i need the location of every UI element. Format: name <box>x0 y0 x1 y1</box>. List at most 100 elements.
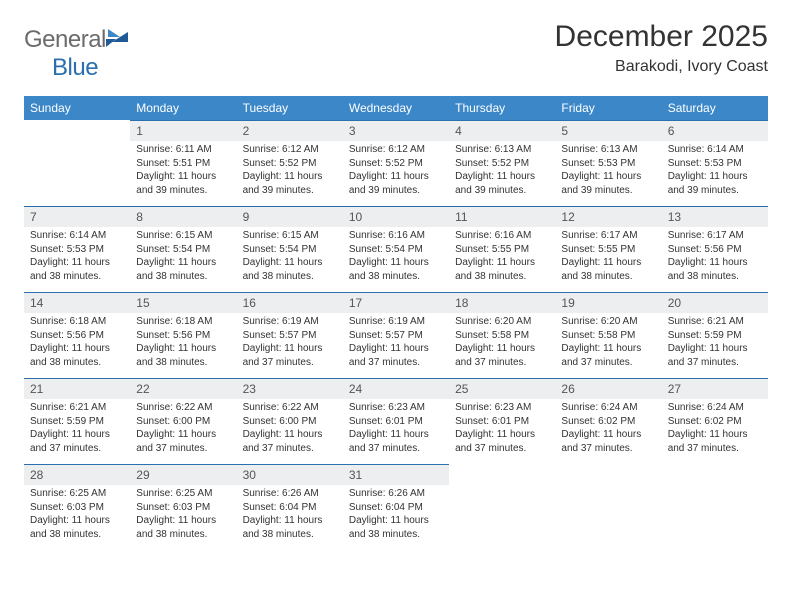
day-number: 6 <box>662 120 768 141</box>
sunrise-text: Sunrise: 6:16 AM <box>349 229 443 243</box>
sunset-text: Sunset: 5:54 PM <box>136 243 230 257</box>
day-content: Sunrise: 6:18 AMSunset: 5:56 PMDaylight:… <box>24 313 130 375</box>
day-content: Sunrise: 6:19 AMSunset: 5:57 PMDaylight:… <box>343 313 449 375</box>
daylight-text: Daylight: 11 hours and 38 minutes. <box>668 256 762 283</box>
day-number: 2 <box>237 120 343 141</box>
day-cell: 5Sunrise: 6:13 AMSunset: 5:53 PMDaylight… <box>555 120 661 206</box>
day-cell: 12Sunrise: 6:17 AMSunset: 5:55 PMDayligh… <box>555 206 661 292</box>
logo: General Blue <box>24 26 128 82</box>
day-number: 5 <box>555 120 661 141</box>
sunrise-text: Sunrise: 6:24 AM <box>668 401 762 415</box>
sunset-text: Sunset: 6:02 PM <box>668 415 762 429</box>
sunset-text: Sunset: 5:58 PM <box>455 329 549 343</box>
week-row: 28Sunrise: 6:25 AMSunset: 6:03 PMDayligh… <box>24 464 768 550</box>
day-content: Sunrise: 6:14 AMSunset: 5:53 PMDaylight:… <box>24 227 130 289</box>
daylight-text: Daylight: 11 hours and 37 minutes. <box>349 342 443 369</box>
day-number: 26 <box>555 378 661 399</box>
sunrise-text: Sunrise: 6:13 AM <box>455 143 549 157</box>
day-number: 18 <box>449 292 555 313</box>
day-content: Sunrise: 6:17 AMSunset: 5:55 PMDaylight:… <box>555 227 661 289</box>
day-number: 21 <box>24 378 130 399</box>
sunrise-text: Sunrise: 6:12 AM <box>349 143 443 157</box>
day-number: 4 <box>449 120 555 141</box>
daylight-text: Daylight: 11 hours and 37 minutes. <box>136 428 230 455</box>
daylight-text: Daylight: 11 hours and 39 minutes. <box>136 170 230 197</box>
day-content: Sunrise: 6:11 AMSunset: 5:51 PMDaylight:… <box>130 141 236 203</box>
sunrise-text: Sunrise: 6:19 AM <box>349 315 443 329</box>
day-cell: 3Sunrise: 6:12 AMSunset: 5:52 PMDaylight… <box>343 120 449 206</box>
day-content: Sunrise: 6:23 AMSunset: 6:01 PMDaylight:… <box>449 399 555 461</box>
day-cell: 25Sunrise: 6:23 AMSunset: 6:01 PMDayligh… <box>449 378 555 464</box>
day-number: 22 <box>130 378 236 399</box>
daylight-text: Daylight: 11 hours and 38 minutes. <box>243 256 337 283</box>
sunset-text: Sunset: 6:04 PM <box>349 501 443 515</box>
sunrise-text: Sunrise: 6:11 AM <box>136 143 230 157</box>
day-content: Sunrise: 6:24 AMSunset: 6:02 PMDaylight:… <box>555 399 661 461</box>
weekday-row: SundayMondayTuesdayWednesdayThursdayFrid… <box>24 96 768 120</box>
day-cell: 9Sunrise: 6:15 AMSunset: 5:54 PMDaylight… <box>237 206 343 292</box>
sunrise-text: Sunrise: 6:16 AM <box>455 229 549 243</box>
sunrise-text: Sunrise: 6:21 AM <box>30 401 124 415</box>
day-number: 10 <box>343 206 449 227</box>
day-cell: 15Sunrise: 6:18 AMSunset: 5:56 PMDayligh… <box>130 292 236 378</box>
sunset-text: Sunset: 5:57 PM <box>349 329 443 343</box>
day-cell <box>662 464 768 550</box>
day-cell: 16Sunrise: 6:19 AMSunset: 5:57 PMDayligh… <box>237 292 343 378</box>
daylight-text: Daylight: 11 hours and 37 minutes. <box>561 428 655 455</box>
sunrise-text: Sunrise: 6:20 AM <box>561 315 655 329</box>
weekday-header: Tuesday <box>237 96 343 120</box>
daylight-text: Daylight: 11 hours and 39 minutes. <box>243 170 337 197</box>
day-content: Sunrise: 6:22 AMSunset: 6:00 PMDaylight:… <box>130 399 236 461</box>
daylight-text: Daylight: 11 hours and 38 minutes. <box>455 256 549 283</box>
day-cell: 30Sunrise: 6:26 AMSunset: 6:04 PMDayligh… <box>237 464 343 550</box>
day-cell: 11Sunrise: 6:16 AMSunset: 5:55 PMDayligh… <box>449 206 555 292</box>
sunset-text: Sunset: 5:55 PM <box>561 243 655 257</box>
sunrise-text: Sunrise: 6:20 AM <box>455 315 549 329</box>
sunrise-text: Sunrise: 6:13 AM <box>561 143 655 157</box>
logo-text-a: General <box>24 26 106 53</box>
title-block: December 2025 Barakodi, Ivory Coast <box>555 20 768 76</box>
day-number: 23 <box>237 378 343 399</box>
sunset-text: Sunset: 5:52 PM <box>349 157 443 171</box>
day-content: Sunrise: 6:15 AMSunset: 5:54 PMDaylight:… <box>237 227 343 289</box>
sunset-text: Sunset: 5:54 PM <box>243 243 337 257</box>
day-content: Sunrise: 6:21 AMSunset: 5:59 PMDaylight:… <box>662 313 768 375</box>
day-number: 19 <box>555 292 661 313</box>
sunrise-text: Sunrise: 6:14 AM <box>30 229 124 243</box>
daylight-text: Daylight: 11 hours and 37 minutes. <box>30 428 124 455</box>
day-number: 27 <box>662 378 768 399</box>
daylight-text: Daylight: 11 hours and 37 minutes. <box>668 428 762 455</box>
weekday-header: Wednesday <box>343 96 449 120</box>
day-cell: 18Sunrise: 6:20 AMSunset: 5:58 PMDayligh… <box>449 292 555 378</box>
sunrise-text: Sunrise: 6:25 AM <box>30 487 124 501</box>
day-cell: 19Sunrise: 6:20 AMSunset: 5:58 PMDayligh… <box>555 292 661 378</box>
day-number: 16 <box>237 292 343 313</box>
day-cell: 20Sunrise: 6:21 AMSunset: 5:59 PMDayligh… <box>662 292 768 378</box>
day-cell: 17Sunrise: 6:19 AMSunset: 5:57 PMDayligh… <box>343 292 449 378</box>
day-cell: 29Sunrise: 6:25 AMSunset: 6:03 PMDayligh… <box>130 464 236 550</box>
day-cell: 13Sunrise: 6:17 AMSunset: 5:56 PMDayligh… <box>662 206 768 292</box>
day-number: 7 <box>24 206 130 227</box>
day-number: 24 <box>343 378 449 399</box>
daylight-text: Daylight: 11 hours and 38 minutes. <box>349 256 443 283</box>
day-cell: 8Sunrise: 6:15 AMSunset: 5:54 PMDaylight… <box>130 206 236 292</box>
sunset-text: Sunset: 5:56 PM <box>668 243 762 257</box>
day-number: 20 <box>662 292 768 313</box>
day-cell <box>449 464 555 550</box>
day-content: Sunrise: 6:25 AMSunset: 6:03 PMDaylight:… <box>130 485 236 547</box>
sunset-text: Sunset: 5:56 PM <box>30 329 124 343</box>
day-content: Sunrise: 6:12 AMSunset: 5:52 PMDaylight:… <box>237 141 343 203</box>
sunset-text: Sunset: 5:53 PM <box>30 243 124 257</box>
day-content: Sunrise: 6:17 AMSunset: 5:56 PMDaylight:… <box>662 227 768 289</box>
week-row: 7Sunrise: 6:14 AMSunset: 5:53 PMDaylight… <box>24 206 768 292</box>
day-number: 11 <box>449 206 555 227</box>
daylight-text: Daylight: 11 hours and 37 minutes. <box>455 428 549 455</box>
daylight-text: Daylight: 11 hours and 37 minutes. <box>349 428 443 455</box>
day-number: 14 <box>24 292 130 313</box>
week-row: 14Sunrise: 6:18 AMSunset: 5:56 PMDayligh… <box>24 292 768 378</box>
day-number: 9 <box>237 206 343 227</box>
day-cell: 26Sunrise: 6:24 AMSunset: 6:02 PMDayligh… <box>555 378 661 464</box>
weekday-header: Monday <box>130 96 236 120</box>
day-content: Sunrise: 6:16 AMSunset: 5:55 PMDaylight:… <box>449 227 555 289</box>
sunset-text: Sunset: 5:59 PM <box>668 329 762 343</box>
